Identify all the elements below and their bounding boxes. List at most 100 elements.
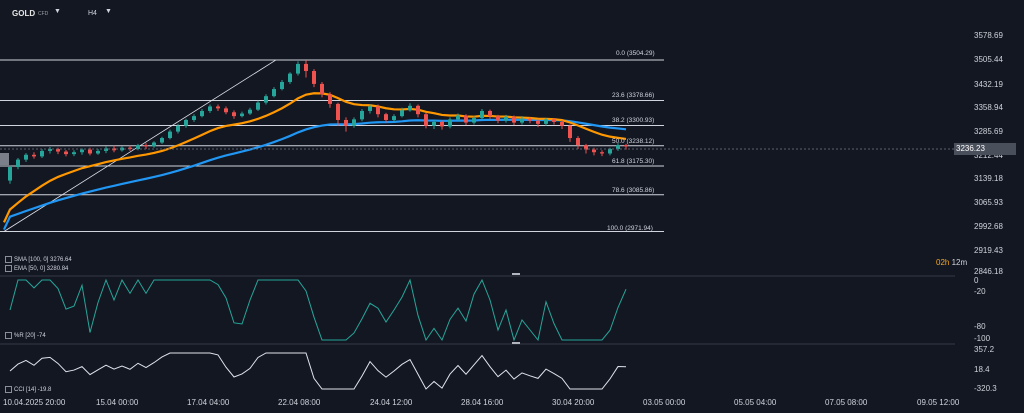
time-tick: 07.05 08:00	[825, 398, 868, 407]
candle-body	[272, 89, 276, 97]
candle-body	[80, 149, 84, 153]
candle-body	[312, 71, 316, 84]
price-tick: 3432.19	[974, 80, 1003, 89]
price-tick: 3212.44	[974, 151, 1003, 160]
candle-body	[344, 119, 348, 126]
candle-body	[280, 81, 284, 90]
wr-legend[interactable]: %R [20] -74	[5, 332, 46, 339]
candle-body	[96, 150, 100, 154]
time-tick: 22.04 08:00	[278, 398, 321, 407]
price-tick: 3505.44	[974, 55, 1003, 64]
candle-body	[512, 116, 516, 123]
sma-legend[interactable]: SMA [100, 0] 3276.64	[5, 256, 72, 263]
timeframe-dropdown-icon[interactable]: ▼	[105, 8, 112, 15]
candle-body	[144, 145, 148, 147]
cci-tick: -320.3	[974, 384, 997, 393]
fib-label-38-2: 38.2 (3300.93)	[612, 117, 655, 124]
williams-r-line	[9, 278, 627, 342]
settings-icon[interactable]	[5, 386, 12, 393]
candle-body	[456, 115, 460, 120]
candle-body	[368, 106, 372, 111]
candle-body	[400, 110, 404, 117]
candle-body	[560, 121, 564, 126]
moving-averages	[3, 92, 627, 231]
wr-tick: -80	[974, 322, 986, 331]
candle-body	[16, 159, 20, 168]
candle-body	[192, 116, 196, 120]
candle-body	[592, 149, 596, 153]
settings-icon[interactable]	[5, 265, 12, 272]
settings-icon[interactable]	[5, 256, 12, 263]
price-tick: 2919.43	[974, 246, 1003, 255]
wr-tick: -20	[974, 287, 986, 296]
candle-body	[64, 151, 68, 155]
candle-body	[72, 152, 76, 155]
symbol-label[interactable]: GOLD	[12, 9, 36, 18]
candle-body	[360, 110, 364, 120]
fib-label-61-8: 61.8 (3175.30)	[612, 158, 655, 165]
price-tick: 2846.18	[974, 267, 1003, 276]
candle-body	[8, 167, 12, 181]
candle-body	[40, 150, 44, 157]
cci-tick: 18.4	[974, 365, 990, 374]
price-tick: 3285.69	[974, 127, 1003, 136]
candle-body	[264, 96, 268, 103]
candle-body	[568, 125, 572, 139]
candle-body	[256, 102, 260, 110]
time-tick: 15.04 00:00	[96, 398, 139, 407]
time-tick: 09.05 12:00	[917, 398, 960, 407]
countdown-minutes: 12m	[951, 258, 968, 267]
candle-body	[520, 118, 524, 123]
left-edge-marker	[0, 153, 9, 165]
cci-polyline	[9, 352, 627, 390]
wr-tick: 0	[974, 276, 979, 285]
candle-body	[584, 145, 588, 150]
symbol-dropdown-icon[interactable]: ▼	[54, 8, 61, 15]
candle-body	[480, 110, 484, 119]
candle-body	[32, 154, 36, 157]
candle-body	[328, 94, 332, 104]
candle-body	[224, 108, 228, 113]
settings-icon[interactable]	[5, 332, 12, 339]
candle-body	[152, 142, 156, 147]
candle-body	[200, 110, 204, 117]
timeframe-label[interactable]: H4	[88, 10, 97, 17]
ema-legend[interactable]: EMA [50, 0] 3280.84	[5, 265, 68, 272]
candle-body	[352, 119, 356, 126]
candle-body	[168, 131, 172, 139]
current-price-badge: 3236.23	[954, 143, 1016, 155]
sma-100-line	[3, 118, 627, 231]
candle-body	[336, 103, 340, 120]
fib-label-78-6: 78.6 (3085.86)	[612, 187, 655, 194]
fib-label-50: 50.0 (3238.12)	[612, 138, 655, 145]
price-tick: 3358.94	[974, 103, 1003, 112]
candle-body	[496, 116, 500, 121]
pane-resize-handle[interactable]	[512, 273, 520, 275]
candle-body	[104, 148, 108, 151]
candle-body	[376, 106, 380, 115]
candle-body	[184, 119, 188, 126]
price-tick: 3578.69	[974, 31, 1003, 40]
countdown-hours: 02h	[936, 258, 950, 267]
candle-body	[304, 63, 308, 72]
symbol-type-label: CFD	[38, 11, 49, 17]
candle-body	[320, 83, 324, 95]
candle-body	[216, 106, 220, 109]
candle-body	[600, 152, 604, 154]
candle-body	[576, 138, 580, 146]
price-tick: 3065.93	[974, 198, 1003, 207]
candlestick-series	[8, 60, 628, 184]
pane-resize-handle[interactable]	[512, 342, 520, 344]
time-tick: 10.04.2025 20:00	[3, 398, 66, 407]
candle-body	[160, 138, 164, 143]
candle-body	[136, 145, 140, 149]
candle-body	[448, 119, 452, 127]
candle-body	[208, 106, 212, 111]
time-tick: 28.04 16:00	[461, 398, 504, 407]
cci-legend[interactable]: CCI [14] -19.8	[5, 386, 51, 393]
candle-body	[56, 148, 60, 152]
time-tick: 03.05 00:00	[643, 398, 686, 407]
candle-body	[440, 121, 444, 127]
candle-body	[544, 119, 548, 124]
